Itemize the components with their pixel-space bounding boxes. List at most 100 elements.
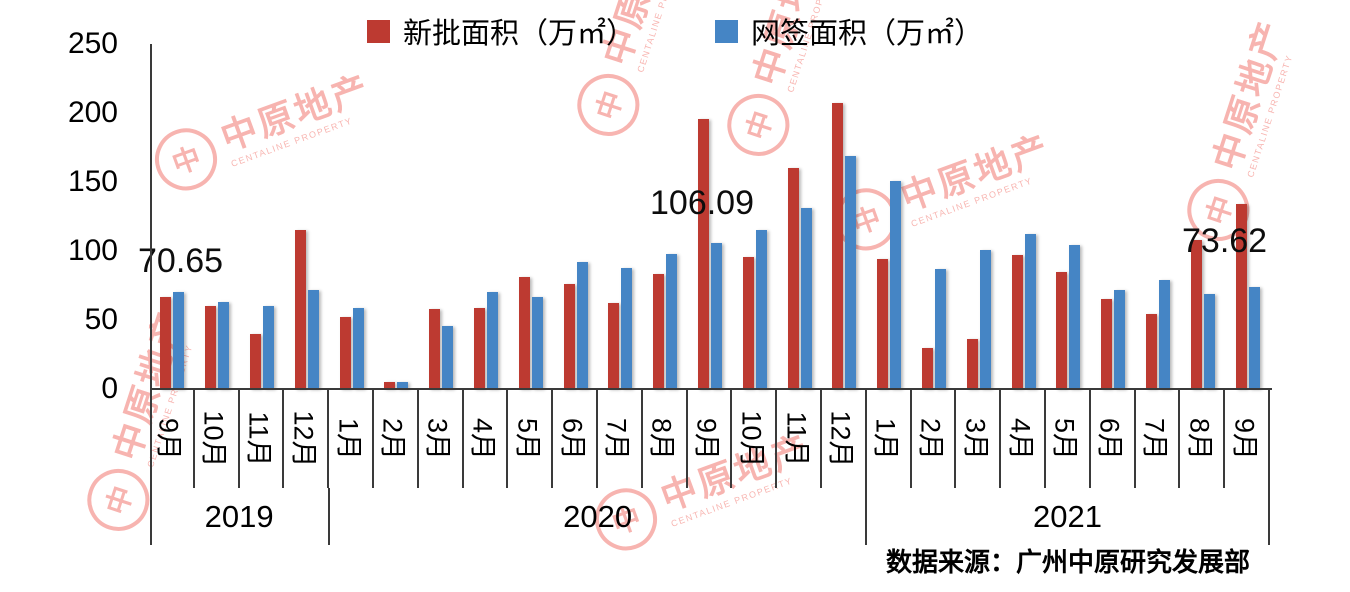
bar-group bbox=[508, 44, 553, 389]
bar-online-signed bbox=[218, 302, 230, 389]
data-label: 73.62 bbox=[1182, 222, 1268, 260]
watermark-symbol: 中 bbox=[100, 482, 139, 519]
bar-online-signed bbox=[1069, 245, 1081, 389]
x-axis-month-cell: 1月 bbox=[867, 390, 912, 488]
bar-online-signed bbox=[307, 289, 319, 389]
x-axis-month-label: 1月 bbox=[870, 417, 901, 461]
x-axis-month-cell: 12月 bbox=[822, 390, 867, 488]
x-axis-year-label: 2019 bbox=[150, 488, 331, 545]
bar-new-approved bbox=[742, 256, 754, 389]
bar-new-approved bbox=[384, 382, 396, 389]
y-axis-tick-label: 50 bbox=[84, 303, 118, 336]
x-axis-month-cell: 4月 bbox=[464, 390, 509, 488]
bar-group bbox=[374, 44, 419, 389]
bar-online-signed bbox=[173, 291, 185, 389]
bar-new-approved bbox=[205, 306, 217, 389]
bar-new-approved bbox=[608, 303, 620, 389]
bar-online-signed bbox=[1114, 289, 1126, 389]
y-axis-tick-label: 250 bbox=[67, 27, 118, 60]
x-axis-month-cell: 8月 bbox=[1180, 390, 1226, 488]
bar-group bbox=[598, 44, 643, 389]
x-axis-year-tier: 2019 2020 2021 bbox=[150, 488, 1270, 545]
data-label: 106.09 bbox=[650, 184, 754, 222]
bar-group bbox=[822, 44, 867, 389]
bar-new-approved bbox=[653, 274, 665, 389]
bar-online-signed bbox=[1024, 234, 1036, 389]
bar-group bbox=[867, 44, 912, 389]
y-axis-tick-label: 100 bbox=[67, 234, 118, 267]
bar-new-approved bbox=[249, 333, 261, 389]
data-label: 70.65 bbox=[138, 242, 224, 280]
x-axis-month-label: 7月 bbox=[1139, 417, 1170, 461]
centaline-logo-icon: 中 bbox=[79, 460, 158, 540]
x-axis-month-label: 10月 bbox=[736, 410, 767, 468]
x-axis-year-label: 2020 bbox=[330, 488, 867, 545]
bar-new-approved bbox=[1101, 299, 1113, 389]
x-axis-month-cell: 3月 bbox=[419, 390, 464, 488]
bar-online-signed bbox=[352, 307, 364, 389]
bar-group bbox=[329, 44, 374, 389]
bar-group bbox=[912, 44, 957, 389]
bar-online-signed bbox=[845, 155, 857, 389]
bar-online-signed bbox=[979, 249, 991, 389]
bar-new-approved bbox=[294, 230, 306, 389]
x-axis-month-cell: 5月 bbox=[1046, 390, 1091, 488]
x-axis-month-label: 4月 bbox=[467, 417, 498, 461]
x-axis-month-label: 6月 bbox=[1094, 417, 1125, 461]
legend-swatch-blue bbox=[715, 19, 738, 43]
bar-new-approved bbox=[1056, 271, 1068, 389]
bar-online-signed bbox=[262, 306, 274, 389]
y-axis-tick-label: 0 bbox=[101, 372, 118, 405]
bar-online-signed bbox=[666, 253, 678, 389]
x-axis-month-cell: 2月 bbox=[912, 390, 957, 488]
x-axis-line bbox=[150, 388, 1272, 390]
x-axis-month-label: 2月 bbox=[377, 417, 408, 461]
bar-online-signed bbox=[710, 242, 722, 389]
x-axis-month-cell: 1月 bbox=[329, 390, 374, 488]
x-axis-month-tier: 9月 10月 11月 12月 1月 2月 3月 4月 5月 6月 7月 8月 9月 10月 11月 12月 1月… bbox=[150, 390, 1270, 488]
bar-online-signed bbox=[442, 325, 454, 389]
x-axis-month-cell: 9月 bbox=[688, 390, 733, 488]
legend-label-online-signed: 网签面积（万㎡） bbox=[751, 18, 984, 50]
x-axis-month-label: 12月 bbox=[288, 410, 319, 468]
bar-online-signed bbox=[486, 292, 498, 389]
bar-online-signed bbox=[890, 180, 902, 389]
x-axis-month-cell: 3月 bbox=[956, 390, 1002, 488]
bar-new-approved bbox=[832, 103, 844, 389]
bar-group bbox=[1225, 44, 1270, 389]
bar-group bbox=[284, 44, 329, 389]
bar-new-approved bbox=[921, 347, 933, 389]
x-axis-month-label: 9月 bbox=[1229, 417, 1260, 461]
x-axis-month-label: 5月 bbox=[1049, 417, 1080, 461]
legend-swatch-red bbox=[366, 19, 390, 43]
x-axis-month-cell: 8月 bbox=[643, 390, 688, 488]
bar-new-approved bbox=[429, 308, 441, 389]
x-axis-month-label: 9月 bbox=[691, 417, 722, 461]
bar-new-approved bbox=[1235, 204, 1247, 389]
bar-online-signed bbox=[1158, 279, 1170, 389]
bar-new-approved bbox=[1145, 314, 1157, 389]
bar-new-approved bbox=[1011, 255, 1023, 389]
bar-online-signed bbox=[755, 230, 767, 389]
x-axis-month-label: 9月 bbox=[153, 417, 184, 461]
x-axis-month-label: 11月 bbox=[243, 411, 274, 467]
x-axis-month-label: 10月 bbox=[198, 410, 229, 468]
bar-new-approved bbox=[697, 118, 709, 389]
x-axis-month-cell: 11月 bbox=[777, 390, 822, 488]
bar-group bbox=[419, 44, 464, 389]
x-axis-month-label: 3月 bbox=[422, 417, 453, 461]
legend-item-new-approved: 新批面积（万㎡） bbox=[366, 10, 635, 52]
bar-new-approved bbox=[518, 277, 530, 389]
data-source-note: 数据来源：广州中原研究发展部 bbox=[885, 547, 1250, 577]
x-axis-month-label: 3月 bbox=[960, 417, 991, 461]
bar-group bbox=[1180, 44, 1225, 389]
legend-label-new-approved: 新批面积（万㎡） bbox=[402, 18, 635, 50]
bar-online-signed bbox=[621, 267, 633, 389]
x-axis-month-cell: 7月 bbox=[1136, 390, 1181, 488]
x-axis-month-cell: 4月 bbox=[1001, 390, 1046, 488]
x-axis-month-label: 11月 bbox=[781, 411, 812, 467]
x-axis-month-cell: 10月 bbox=[732, 390, 778, 488]
x-axis-month-cell: 5月 bbox=[508, 390, 554, 488]
plot-area: 70.65 106.09 73.62 bbox=[138, 44, 1270, 389]
